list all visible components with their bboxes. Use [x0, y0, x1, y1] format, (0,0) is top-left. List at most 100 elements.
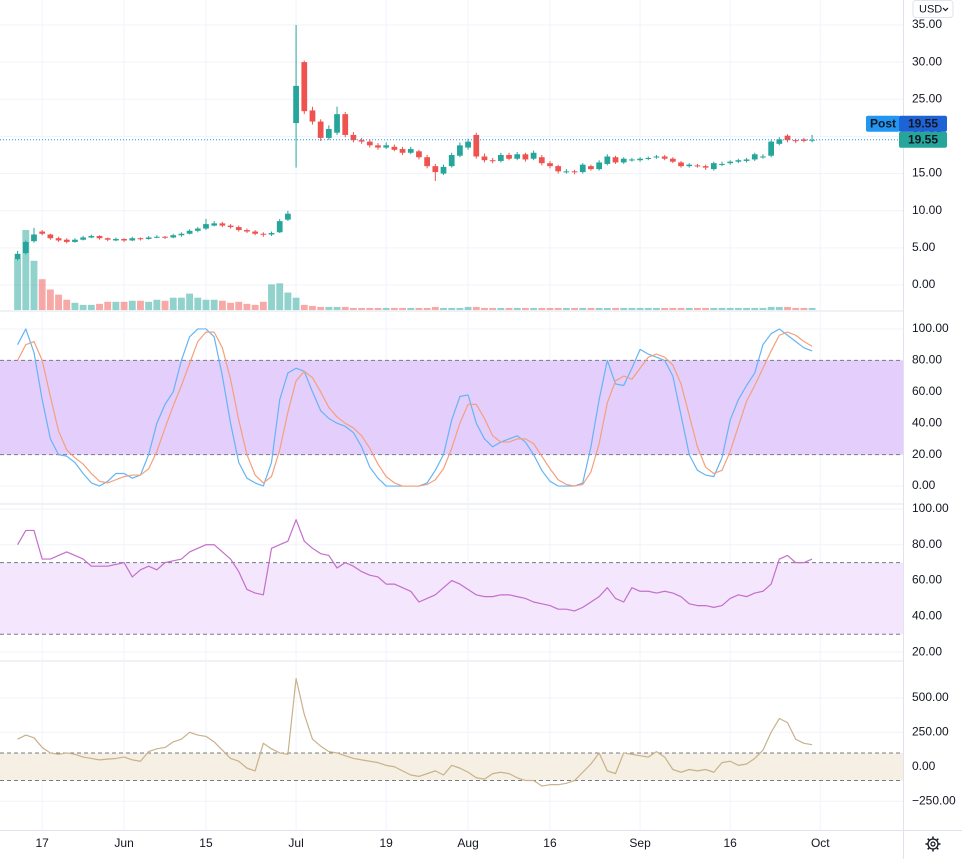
candle-body: [497, 155, 504, 161]
currency-chevron[interactable]: [942, 7, 949, 12]
candle-body: [276, 221, 283, 233]
volume-bar: [792, 307, 800, 310]
candle-body: [96, 235, 103, 239]
candle-body: [301, 62, 308, 112]
volume-bar: [562, 307, 570, 310]
volume-bar: [587, 307, 595, 310]
volume-bar: [685, 307, 693, 310]
candle-body: [792, 140, 799, 142]
volume-bar: [14, 258, 22, 310]
settings-gear-hub[interactable]: [930, 841, 936, 847]
currency-button-box[interactable]: [912, 0, 954, 18]
candle-body: [784, 135, 791, 141]
candle-body: [571, 171, 578, 173]
y-tick-label: 0.00: [912, 759, 936, 773]
volume-bar: [718, 307, 726, 310]
candle-body: [22, 241, 29, 254]
volume-bar: [71, 302, 79, 310]
y-tick-label: 25.00: [912, 91, 942, 105]
candle-body: [522, 154, 529, 160]
post-tag: Post: [870, 116, 896, 130]
indicator-band: [0, 562, 903, 635]
candle-body: [743, 159, 750, 161]
volume-bar: [161, 300, 169, 310]
volume-bar: [595, 307, 603, 310]
volume-bar: [169, 297, 177, 310]
candle-body: [194, 228, 201, 231]
volume-bar: [276, 283, 284, 310]
candle-body: [350, 134, 357, 141]
volume-bar: [456, 307, 464, 310]
indicator-line: [17, 519, 813, 612]
volume-bar: [30, 260, 38, 310]
candle-body: [637, 158, 643, 161]
volume-bar: [636, 307, 644, 310]
candle-body: [416, 151, 422, 158]
candle-body: [653, 156, 660, 158]
settings-gear-teeth[interactable]: [925, 836, 941, 852]
volume-bar: [374, 307, 382, 310]
volume-bar: [268, 284, 275, 310]
volume-bar: [759, 307, 767, 310]
volume-bar: [87, 304, 95, 310]
candle-body: [514, 154, 521, 159]
x-tick-label: Oct: [811, 836, 830, 850]
volume-bar: [571, 307, 579, 310]
candle-body: [629, 159, 635, 161]
x-tick-label: Jul: [288, 836, 303, 850]
candle-body: [325, 128, 332, 138]
currency-button[interactable]: USD: [912, 0, 954, 18]
volume-bar: [210, 299, 218, 310]
candle-body: [55, 238, 62, 241]
volume-bar: [644, 307, 652, 310]
y-tick-label: 500.00: [912, 690, 949, 704]
y-tick-label: 0.00: [912, 478, 936, 492]
volume-bar: [554, 307, 562, 310]
volume-bar: [710, 307, 718, 310]
candle-body: [801, 139, 807, 141]
post-tag-box: [866, 115, 900, 132]
volume-bar: [333, 306, 341, 310]
volume-bar: [22, 230, 30, 310]
candle-body: [235, 227, 242, 231]
candle-body: [80, 237, 86, 240]
candle-body: [358, 140, 365, 142]
candle-body: [203, 224, 209, 229]
candle-body: [252, 231, 258, 234]
settings-button[interactable]: [925, 836, 941, 852]
candle-body: [145, 237, 152, 239]
volume-bar: [472, 306, 480, 310]
candle-body: [153, 236, 160, 238]
volume-bar: [440, 307, 447, 310]
candle-body: [457, 145, 463, 156]
volume-bar: [284, 292, 292, 310]
volume-bar: [505, 307, 513, 310]
y-tick-label: 40.00: [912, 608, 942, 622]
volume-bar: [96, 303, 103, 310]
volume-bar: [702, 307, 710, 310]
candle-body: [31, 234, 37, 242]
candle-body: [645, 157, 652, 159]
volume-bar: [317, 306, 325, 310]
volume-bar: [530, 307, 538, 310]
candle-body: [448, 155, 455, 167]
candle-body: [137, 238, 144, 240]
candle-body: [178, 233, 185, 236]
candle-body: [88, 235, 95, 238]
currency-label[interactable]: USD: [919, 3, 942, 15]
candle-body: [612, 157, 619, 163]
post-price-box: [899, 115, 947, 132]
volume-bar: [38, 279, 46, 310]
candle-body: [735, 160, 742, 162]
volume-bar: [407, 307, 415, 310]
volume-bar: [382, 307, 390, 310]
volume-bar: [55, 294, 63, 310]
y-tick-label: 60.00: [912, 573, 942, 587]
volume-bar: [309, 305, 316, 310]
volume-bar: [546, 307, 554, 310]
volume-bar: [800, 307, 808, 310]
candle-body: [530, 152, 537, 159]
y-tick-label: 40.00: [912, 415, 942, 429]
candle-body: [47, 234, 54, 239]
